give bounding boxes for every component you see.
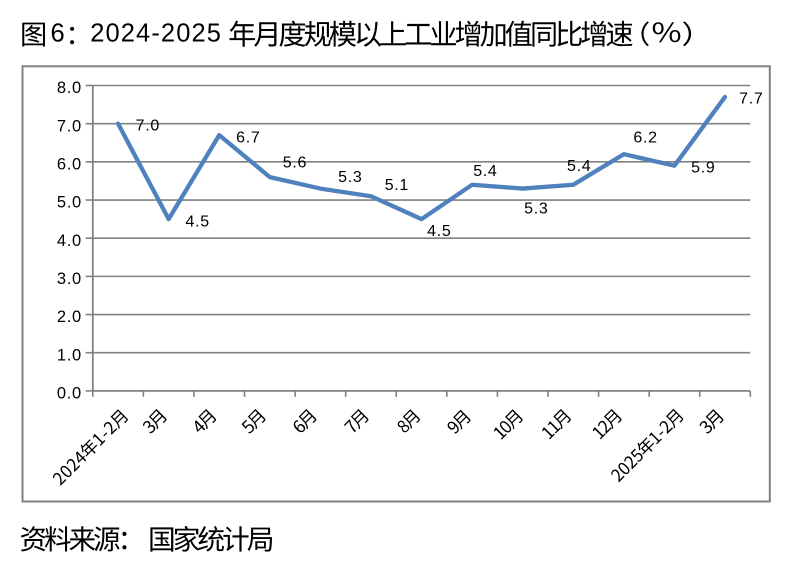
svg-text:5.3: 5.3 xyxy=(524,201,548,218)
svg-text:4.5: 4.5 xyxy=(427,223,451,240)
svg-text:5.1: 5.1 xyxy=(385,177,409,194)
svg-text:5.3: 5.3 xyxy=(338,169,362,186)
svg-text:7.7: 7.7 xyxy=(739,91,763,108)
svg-text:6.7: 6.7 xyxy=(236,130,260,147)
svg-text:4.5: 4.5 xyxy=(186,213,210,230)
svg-text:5.6: 5.6 xyxy=(283,155,307,172)
svg-text:6.2: 6.2 xyxy=(633,130,657,147)
svg-text:7.0: 7.0 xyxy=(57,117,82,135)
svg-text:0.0: 0.0 xyxy=(57,385,82,403)
svg-text:2.0: 2.0 xyxy=(57,308,82,326)
svg-text:5.9: 5.9 xyxy=(691,159,715,176)
svg-text:4.0: 4.0 xyxy=(57,232,82,250)
svg-text:7.0: 7.0 xyxy=(136,118,160,135)
svg-text:5.4: 5.4 xyxy=(567,158,591,175)
svg-text:1.0: 1.0 xyxy=(57,346,82,364)
svg-text:3.0: 3.0 xyxy=(57,270,82,288)
svg-text:8.0: 8.0 xyxy=(57,79,82,97)
svg-text:6.0: 6.0 xyxy=(57,155,82,173)
svg-text:5.0: 5.0 xyxy=(57,194,82,212)
svg-text:2024-2025: 2024-2025 xyxy=(90,20,222,48)
svg-text:6: 6 xyxy=(51,20,65,48)
svg-text:5.4: 5.4 xyxy=(473,163,497,180)
